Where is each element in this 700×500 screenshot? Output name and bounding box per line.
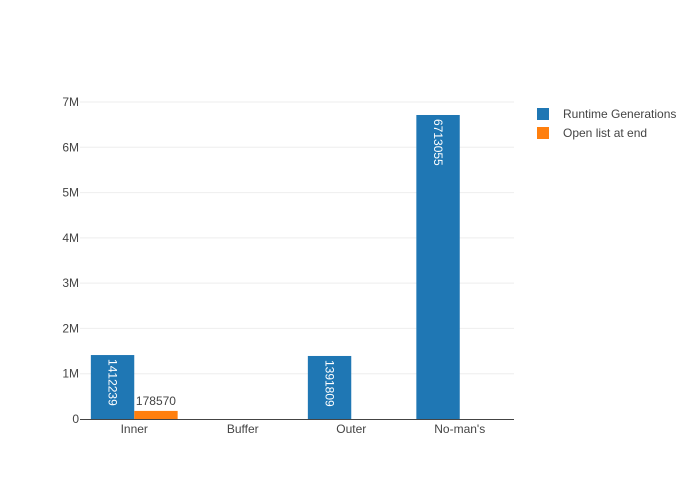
bar-value-label: 1412239 [106,359,120,406]
bar[interactable] [307,355,352,419]
legend-swatch [537,108,549,120]
legend[interactable]: Runtime Generations Open list at end [537,107,676,140]
y-tick-label: 3M [62,276,79,290]
bars [90,114,460,419]
gridlines [80,101,514,375]
bar-value-label: 1391809 [323,360,337,407]
bar[interactable] [416,114,460,419]
legend-item[interactable]: Open list at end [537,126,647,140]
legend-label: Runtime Generations [563,107,676,121]
legend-label: Open list at end [563,126,647,140]
y-tick-label: 4M [62,231,79,245]
y-tick-label: 1M [62,367,79,381]
bar-value-labels: 1412239 1391809 6713055 178570 [106,119,445,408]
y-tick-label: 6M [62,140,79,154]
x-tick-label: Outer [336,422,366,436]
y-tick-label: 5M [62,186,79,200]
bar-value-label: 178570 [136,394,176,408]
x-axis-ticks: Inner Buffer Outer No-man's [121,422,486,436]
bar[interactable] [90,355,135,419]
x-tick-label: Buffer [227,422,259,436]
legend-item[interactable]: Runtime Generations [537,107,676,121]
x-tick-label: Inner [121,422,148,436]
x-tick-label: No-man's [434,422,485,436]
legend-swatch [537,127,549,139]
bar-value-label: 6713055 [431,119,445,166]
y-axis-ticks: 0 1M 2M 3M 4M 5M 6M 7M [62,95,79,426]
y-tick-label: 2M [62,321,79,335]
y-tick-label: 7M [62,95,79,109]
bar[interactable] [134,410,178,419]
y-tick-label: 0 [72,412,79,426]
